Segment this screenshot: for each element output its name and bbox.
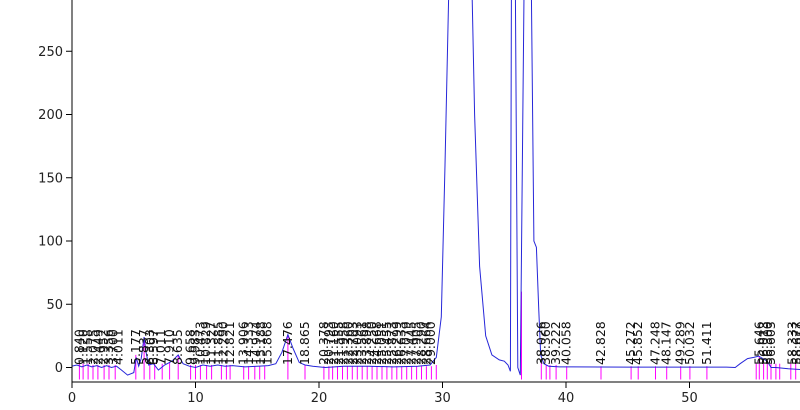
- peak-label: 56.013: [756, 321, 771, 365]
- peak-label: 9.983: [187, 329, 202, 365]
- peak-label: 45.852: [630, 321, 645, 365]
- y-tick-label: 0: [55, 361, 63, 376]
- x-tick-label: 40: [558, 391, 575, 406]
- peak-label: 22.360: [341, 321, 356, 365]
- peak-label: 7.910: [162, 329, 177, 365]
- peak-label: 15.188: [253, 321, 268, 365]
- peak-label: 12.821: [222, 321, 237, 365]
- y-tick-label: 100: [38, 235, 63, 250]
- x-tick-label: 10: [187, 391, 204, 406]
- peak-label: 17.476: [280, 321, 295, 365]
- x-tick-label: 20: [311, 391, 328, 406]
- peak-label: 26.299: [389, 321, 404, 365]
- y-tick-label: 50: [46, 298, 63, 313]
- signal-trace-group: [72, 0, 800, 376]
- peak-label: 7.011: [153, 329, 168, 365]
- peak-label: 6.597: [146, 329, 161, 365]
- peak-label: 40.058: [559, 321, 574, 365]
- peak-label: 27.445: [404, 321, 419, 365]
- peak-label: 49.289: [673, 321, 688, 365]
- peak-label: 10.829: [198, 321, 213, 365]
- peak-label: 3.700: [105, 329, 120, 365]
- peak-markers: [78, 291, 797, 380]
- peak-label: 9.658: [183, 329, 198, 365]
- peak-label: 25.051: [374, 321, 389, 365]
- y-tick-label: 200: [38, 108, 63, 123]
- peak-label: 21.160: [326, 321, 341, 365]
- peak-label: 24.668: [369, 321, 384, 365]
- peak-label: 56.300: [760, 321, 775, 365]
- peak-label: 51.411: [699, 321, 714, 365]
- peak-label: 59.050: [793, 321, 800, 365]
- peak-label: 2.952: [96, 329, 111, 365]
- peak-label: 2.449: [91, 329, 106, 365]
- peak-label: 12.290: [215, 321, 230, 365]
- peak-label: 55.646: [751, 321, 766, 365]
- peak-label: 23.093: [349, 321, 364, 365]
- axes: [71, 0, 800, 383]
- peak-label: 23.561: [354, 321, 369, 365]
- peak-label: 29.000: [423, 321, 438, 365]
- x-tick-label: 0: [68, 391, 76, 406]
- peak-label: 25.455: [379, 321, 394, 365]
- x-tick-label: 30: [434, 391, 451, 406]
- peak-label: 0.840: [71, 329, 86, 365]
- peak-label: 50.032: [682, 321, 697, 365]
- peak-labels: 0.8401.1201.5582.0752.4492.9523.3563.700…: [71, 321, 800, 365]
- peak-label: 58.333: [785, 321, 800, 365]
- peak-label: 20.378: [316, 321, 331, 365]
- peak-label: 25.873: [384, 321, 399, 365]
- peak-label: 11.885: [210, 321, 225, 365]
- peak-label: 1.558: [80, 329, 95, 365]
- peak-label: 13.906: [236, 321, 251, 365]
- peak-label: 23.898: [359, 321, 374, 365]
- peak-label: 48.147: [659, 321, 674, 365]
- peak-label: 22.703: [345, 321, 360, 365]
- tick-labels: 0 10 20 30 40 50 0 50 100 150 200 250: [38, 45, 698, 406]
- peak-label: 8.635: [170, 329, 185, 365]
- peak-label: 26.633: [394, 321, 409, 365]
- peak-label: 39.222: [548, 321, 563, 365]
- peak-label: 21.958: [336, 321, 351, 365]
- peak-label: 47.248: [648, 321, 663, 365]
- peak-label: 2.075: [86, 329, 101, 365]
- peak-label: 58.677: [789, 321, 800, 365]
- peak-label: 42.828: [593, 321, 608, 365]
- peak-label: 14.974: [249, 321, 264, 365]
- peak-label: 1.120: [76, 329, 91, 365]
- y-tick-label: 250: [38, 45, 63, 60]
- peak-label: 5.837: [136, 329, 151, 365]
- peak-label: 59.388: [798, 321, 800, 365]
- peak-label: 38.360: [538, 321, 553, 365]
- peak-label: 18.865: [297, 321, 312, 365]
- peak-label: 38.026: [533, 321, 548, 365]
- y-tick-label: 150: [38, 171, 63, 186]
- peak-label: 10.473: [192, 321, 207, 365]
- peak-label: 28.290: [414, 321, 429, 365]
- peak-label: 3.356: [101, 329, 116, 365]
- peak-label: 56.603: [763, 321, 778, 365]
- peak-label: 11.327: [204, 321, 219, 365]
- peak-label: 14.333: [241, 321, 256, 365]
- peak-label: 6.303: [142, 329, 157, 365]
- peak-label: 28.664: [418, 321, 433, 365]
- peak-label: 15.868: [260, 321, 275, 365]
- peak-label: 45.272: [623, 321, 638, 365]
- signal-trace: [72, 0, 800, 376]
- peak-label: 27.905: [409, 321, 424, 365]
- peak-label: 24.250: [364, 321, 379, 365]
- x-tick-label: 50: [681, 391, 698, 406]
- peak-label: 21.555: [331, 321, 346, 365]
- peak-label: 20.793: [321, 321, 336, 365]
- peak-label: 4.011: [110, 329, 125, 365]
- peak-label: 27.079: [399, 321, 414, 365]
- peak-label: 5.177: [128, 329, 143, 365]
